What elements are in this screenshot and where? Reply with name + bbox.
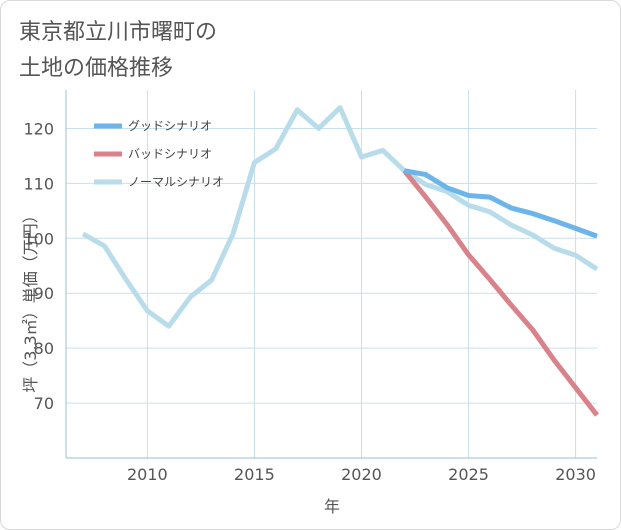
x-axis-label: 年 xyxy=(324,497,340,516)
x-tick-label: 2015 xyxy=(234,465,275,484)
x-tick-label: 2010 xyxy=(127,465,168,484)
y-tick-label: 70 xyxy=(34,394,54,413)
grid-lines xyxy=(66,90,597,458)
chart-title-line-2: 土地の価格推移 xyxy=(19,56,174,81)
series-lines xyxy=(81,105,599,417)
x-tick-label: 2020 xyxy=(341,465,382,484)
series-line-good xyxy=(403,168,598,239)
x-tick-label: 2025 xyxy=(448,465,489,484)
legend-label-normal: ノーマルシナリオ xyxy=(128,175,224,189)
y-tick-label: 120 xyxy=(23,119,54,138)
legend-label-bad: バッドシナリオ xyxy=(128,147,212,161)
series-line-normal xyxy=(81,105,599,329)
axes: 70 80 90 100 110 120 2010 2015 2020 2025 2030 xyxy=(23,90,597,484)
y-tick-label: 90 xyxy=(34,284,54,303)
y-tick-label: 80 xyxy=(34,339,54,358)
legend-label-good: グッドシナリオ xyxy=(128,119,212,133)
series-line-bad xyxy=(402,169,599,417)
y-tick-label: 110 xyxy=(23,174,54,193)
y-tick-label: 100 xyxy=(23,229,54,248)
chart-title-line-1: 東京都立川市曙町の xyxy=(19,20,218,45)
y-axis-label: 坪（3.3㎡）単価（万円） xyxy=(21,207,40,392)
chart-title: 東京都立川市曙町の 土地の価格推移 xyxy=(19,15,439,87)
x-tick-label: 2030 xyxy=(555,465,596,484)
